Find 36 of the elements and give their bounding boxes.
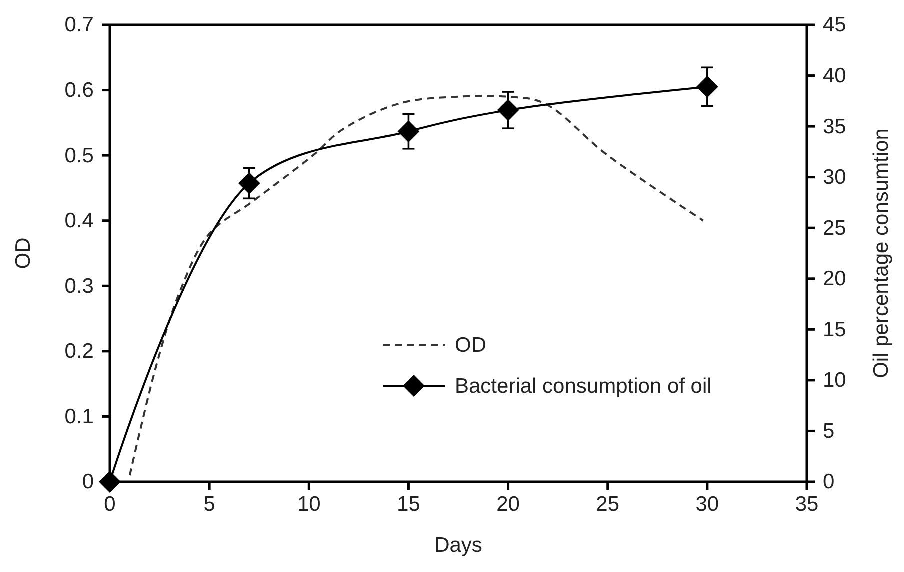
legend-label: Bacterial consumption of oil	[455, 375, 712, 398]
y2-tick-label: 35	[823, 115, 846, 138]
x-tick-label: 20	[496, 492, 520, 516]
y2-tick-label: 5	[823, 420, 835, 443]
y2-tick-label: 10	[823, 369, 846, 392]
point	[238, 172, 260, 194]
y-tick-label: 0.4	[64, 210, 94, 233]
y2-axis-title: Oil percentage consumtion	[870, 128, 893, 378]
y2-tick-label: 20	[823, 268, 846, 291]
y-tick-label: 0.5	[64, 144, 94, 168]
x-tick-label: 25	[596, 492, 620, 516]
x-tick-label: 30	[696, 492, 720, 516]
y-tick-label: 0.3	[64, 274, 94, 298]
x-tick-label: 0	[104, 492, 116, 516]
x-tick-label: 35	[795, 492, 819, 516]
x-tick-label: 10	[297, 492, 321, 516]
y-tick-label: 0.2	[64, 340, 94, 364]
point	[497, 99, 520, 122]
y-axis-title: OD	[12, 238, 35, 270]
y2-tick-label: 45	[823, 14, 846, 37]
x-axis-title: Days	[434, 534, 482, 557]
point	[99, 471, 121, 493]
y2-tick-label: 15	[823, 318, 846, 342]
y-tick-label: 0.7	[64, 14, 94, 37]
y2-tick-label: 30	[823, 166, 846, 190]
y2-tick-label: 0	[823, 470, 835, 494]
y-tick-label: 0	[82, 470, 94, 494]
y-tick-label: 0.1	[64, 405, 94, 428]
y2-tick-label: 25	[823, 216, 846, 240]
legend-label: OD	[455, 334, 486, 357]
point	[398, 120, 420, 143]
x-tick-label: 5	[204, 492, 216, 516]
y2-tick-label: 40	[823, 64, 846, 88]
x-tick-label: 15	[397, 492, 420, 516]
y-tick-label: 0.6	[64, 79, 94, 102]
point	[696, 76, 718, 98]
